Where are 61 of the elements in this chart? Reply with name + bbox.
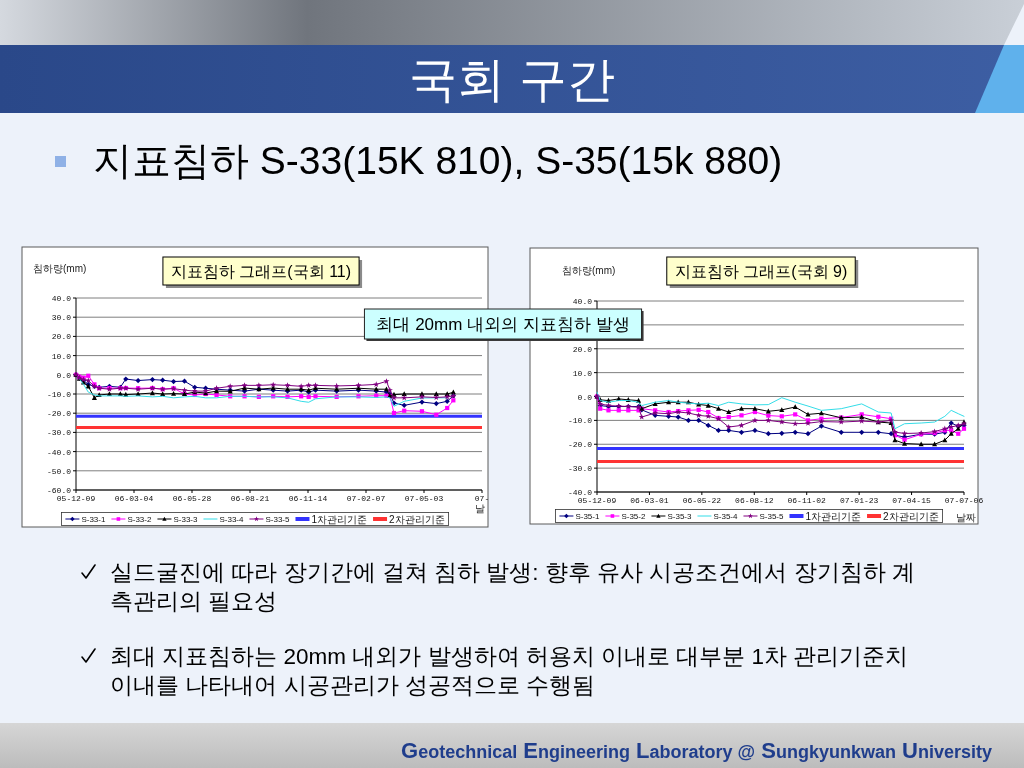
x-tick-label: 06-08-12 — [735, 496, 774, 505]
y-tick-label: -40.0 — [567, 488, 593, 497]
x-tick-label: 06-11-14 — [288, 494, 328, 503]
x-tick-label: 07-05-03 — [404, 494, 444, 503]
legend-label: S-33-1 — [81, 514, 106, 524]
text: 지표침하 S-33(15K 810), S-35(15k 880) — [93, 139, 783, 182]
legend-label: S-33-2 — [127, 514, 152, 524]
text: 실드굴진에 따라 장기간에 걸쳐 침하 발생: 향후 유사 시공조건에서 장기침하 계측관리의 필요성 — [110, 559, 916, 616]
y-tick-label: -10.0 — [46, 390, 72, 399]
y-tick-label: 10.0 — [572, 368, 593, 378]
chart-title: 지표침하 그래프(국회 11) — [170, 263, 352, 280]
legend-label: S-35-3 — [667, 511, 692, 521]
x-tick-label: 07-07-06 — [944, 496, 984, 505]
y-axis-title: 침하량(mm) — [33, 263, 87, 274]
y-axis-title: 침하량(mm) — [562, 265, 616, 276]
x-tick-label: 06-03-01 — [630, 496, 669, 505]
x-tick-label: 06-03-04 — [114, 494, 154, 503]
y-tick-label: -30.0 — [567, 464, 593, 474]
y-tick-label: -20.0 — [46, 409, 72, 419]
x-axis-title: 날짜 — [956, 512, 976, 523]
legend-label: 1차관리기준 — [311, 513, 368, 525]
x-tick-label: 05-12-09 — [577, 496, 617, 505]
legend-label: 2차관리기준 — [389, 513, 445, 525]
legend-label: S-33-4 — [219, 514, 245, 524]
y-tick-label: 40.0 — [572, 297, 593, 306]
text: Geotechnical Engineering Laboratory @ Sungkyunkwan University — [401, 738, 992, 763]
x-tick-label: 06-11-02 — [787, 496, 827, 505]
y-tick-label: -40.0 — [46, 447, 72, 457]
y-tick-label: -60.0 — [46, 486, 72, 495]
x-axis-title: 날 — [475, 503, 485, 514]
chart-title: 지표침하 그래프(국회 9) — [674, 263, 848, 280]
y-tick-label: 10.0 — [51, 351, 72, 361]
text: 국회 구간 — [409, 53, 615, 106]
y-tick-label: -30.0 — [46, 428, 72, 438]
x-tick-label: 07- — [474, 494, 490, 503]
x-tick-label: 05-12-09 — [56, 494, 96, 503]
x-tick-label: 07-04-15 — [892, 496, 931, 505]
legend-label: 1차관리기준 — [805, 510, 862, 522]
x-tick-label: 06-05-22 — [682, 496, 722, 505]
legend-label: 2차관리기준 — [883, 510, 939, 522]
y-tick-label: 30.0 — [51, 313, 72, 323]
y-tick-label: 20.0 — [51, 332, 72, 342]
y-tick-label: -10.0 — [567, 416, 593, 426]
legend-label: S-35-4 — [713, 511, 739, 521]
y-tick-label: 0.0 — [56, 370, 72, 380]
legend-label: S-35-2 — [621, 511, 646, 521]
legend-label: S-35-5 — [759, 511, 785, 521]
annotation: 최대 20mm 내외의 지표침하 발생 — [376, 315, 630, 334]
legend-label: S-33-5 — [265, 514, 291, 524]
y-tick-label: 0.0 — [577, 392, 593, 402]
y-tick-label: -20.0 — [567, 440, 593, 450]
y-tick-label: 40.0 — [51, 294, 72, 303]
x-tick-label: 06-08-21 — [230, 494, 270, 503]
text: 최대 지표침하는 20mm 내외가 발생하여 허용치 이내로 대부분 1차 관리기준치 이내를 나타내어 시공관리가 성공적으로 수행됨 — [110, 643, 910, 700]
x-tick-label: 06-05-28 — [172, 494, 212, 503]
y-tick-label: 20.0 — [572, 344, 593, 354]
x-tick-label: 07-02-07 — [346, 494, 386, 503]
y-tick-label: -50.0 — [46, 466, 72, 476]
legend-label: S-35-1 — [575, 511, 600, 521]
x-tick-label: 07-01-23 — [839, 496, 879, 505]
legend-label: S-33-3 — [173, 514, 198, 524]
